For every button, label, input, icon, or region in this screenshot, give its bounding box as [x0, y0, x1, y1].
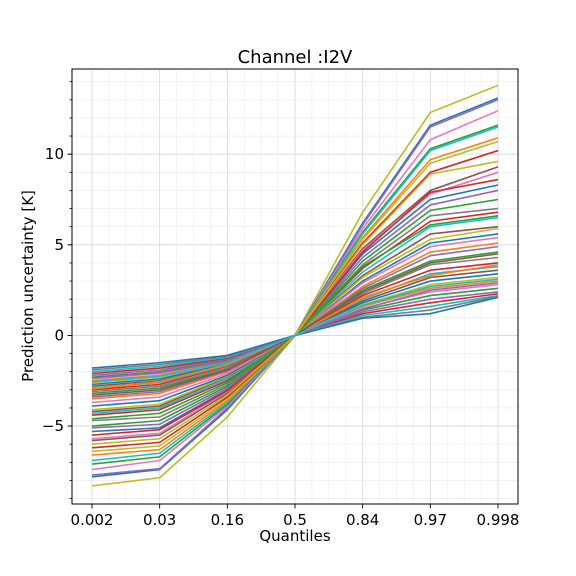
y-tick-label: 5 — [54, 236, 64, 254]
y-tick-label: 0 — [54, 326, 64, 344]
y-tick-label: −5 — [42, 417, 64, 435]
x-tick-label: 0.16 — [211, 511, 244, 529]
chart-title: Channel :I2V — [238, 47, 353, 68]
x-tick-label: 0.97 — [414, 511, 447, 529]
x-tick-label: 0.998 — [477, 511, 520, 529]
x-tick-label: 0.84 — [346, 511, 379, 529]
y-tick-label: 10 — [45, 145, 64, 163]
x-axis-label: Quantiles — [259, 527, 330, 545]
y-axis-label: Prediction uncertainty [K] — [19, 190, 37, 382]
x-tick-label: 0.002 — [71, 511, 114, 529]
x-tick-label: 0.03 — [143, 511, 176, 529]
